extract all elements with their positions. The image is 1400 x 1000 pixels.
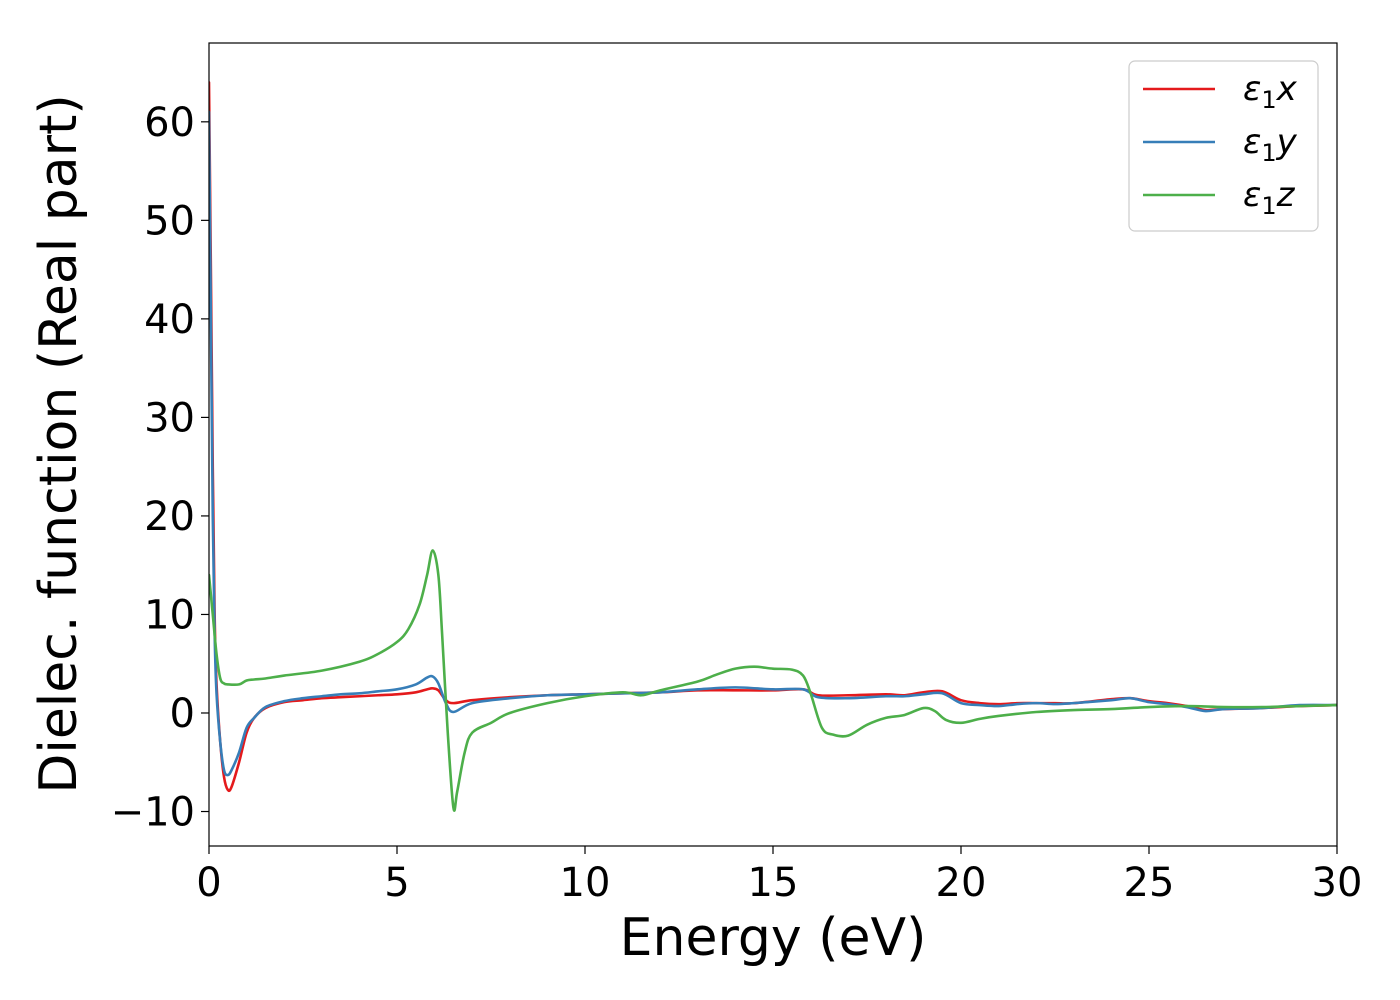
y-axis-label: Dielec. function (Real part) — [29, 94, 89, 793]
x-tick-label: 20 — [936, 860, 987, 906]
x-tick-label: 25 — [1124, 860, 1175, 906]
series-layer — [209, 81, 1337, 812]
y-tick-label: −10 — [111, 790, 195, 836]
series-line-z — [209, 549, 1337, 812]
y-tick-label: 10 — [144, 592, 195, 638]
x-axis-ticks: 0 5 10 15 20 25 30 — [196, 846, 1362, 906]
y-tick-label: 40 — [144, 297, 195, 343]
series-line-y — [209, 110, 1337, 777]
x-tick-label: 0 — [196, 860, 221, 906]
legend-label-y: ε1y — [1243, 122, 1298, 167]
x-axis-label: Energy (eV) — [620, 908, 927, 968]
y-tick-label: 30 — [144, 395, 195, 441]
y-tick-label: 50 — [144, 198, 195, 244]
legend-label-z: ε1z — [1243, 175, 1296, 220]
x-tick-label: 10 — [560, 860, 611, 906]
x-tick-label: 15 — [748, 860, 799, 906]
y-axis-ticks: −10 0 10 20 30 40 50 60 — [111, 100, 209, 836]
y-tick-label: 20 — [144, 494, 195, 540]
x-tick-label: 5 — [384, 860, 409, 906]
legend: ε1x ε1y ε1z — [1128, 60, 1319, 232]
y-tick-label: 60 — [144, 100, 195, 146]
legend-items: ε1x ε1y ε1z — [1143, 69, 1298, 220]
legend-label-x: ε1x — [1243, 69, 1298, 114]
y-tick-label: 0 — [170, 691, 195, 737]
x-tick-label: 30 — [1312, 860, 1363, 906]
legend-box — [1128, 60, 1319, 232]
